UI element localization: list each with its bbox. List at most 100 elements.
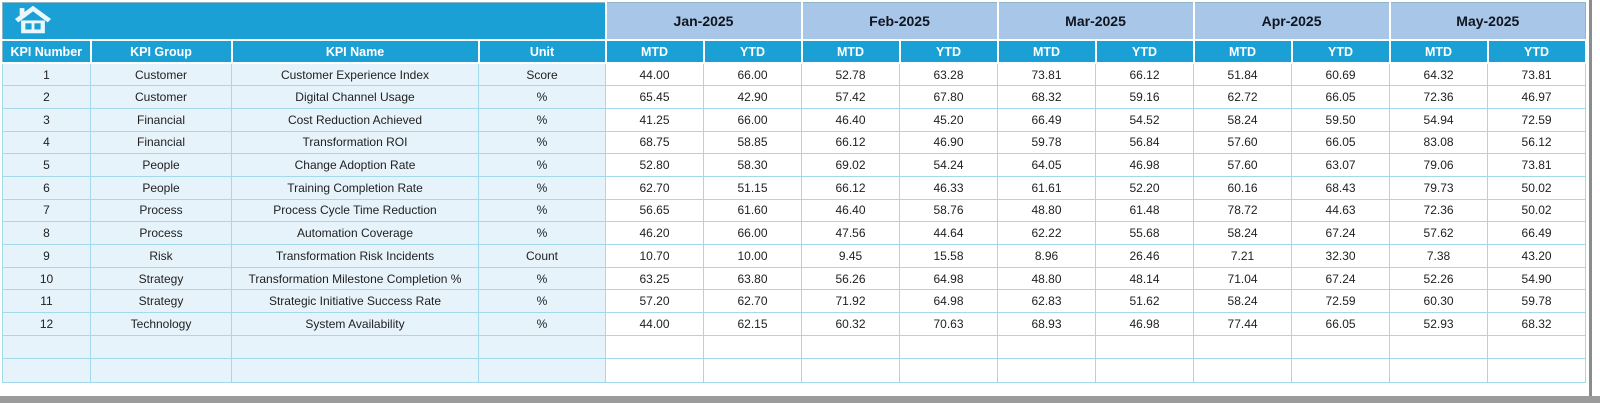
value-cell[interactable]: 57.62 [1389, 221, 1489, 245]
kpi-number-cell[interactable]: 2 [2, 85, 91, 109]
empty-value-cell[interactable] [997, 334, 1097, 360]
value-cell[interactable]: 9.45 [801, 244, 900, 268]
value-cell[interactable]: 71.04 [1193, 266, 1293, 291]
value-cell[interactable]: 72.36 [1389, 198, 1489, 223]
value-cell[interactable]: 58.24 [1193, 107, 1293, 132]
value-cell[interactable]: 66.05 [1291, 85, 1391, 109]
value-cell[interactable]: 46.40 [801, 198, 900, 223]
empty-value-cell[interactable] [1389, 358, 1489, 383]
empty-value-cell[interactable] [898, 334, 999, 360]
empty-value-cell[interactable] [703, 358, 802, 383]
empty-left-cell[interactable] [90, 334, 232, 360]
unit-cell[interactable]: % [478, 289, 606, 314]
value-cell[interactable]: 54.94 [1389, 107, 1489, 132]
value-cell[interactable]: 60.32 [801, 312, 900, 336]
empty-value-cell[interactable] [605, 334, 704, 360]
kpi-name-cell[interactable]: Training Completion Rate [231, 175, 479, 200]
kpi-number-cell[interactable]: 4 [2, 130, 91, 155]
empty-value-cell[interactable] [1193, 358, 1293, 383]
value-cell[interactable]: 62.72 [1193, 85, 1293, 109]
value-cell[interactable]: 64.32 [1389, 62, 1489, 87]
value-cell[interactable]: 56.65 [605, 198, 704, 223]
kpi-group-cell[interactable]: Risk [90, 244, 232, 268]
unit-cell[interactable]: Count [478, 244, 606, 268]
unit-cell[interactable]: % [478, 312, 606, 336]
value-cell[interactable]: 61.48 [1095, 198, 1195, 223]
empty-value-cell[interactable] [703, 334, 802, 360]
value-cell[interactable]: 44.64 [898, 221, 999, 245]
value-cell[interactable]: 79.73 [1389, 175, 1489, 200]
value-cell[interactable]: 57.60 [1193, 130, 1293, 155]
value-cell[interactable]: 68.75 [605, 130, 704, 155]
unit-cell[interactable]: Score [478, 62, 606, 87]
value-cell[interactable]: 15.58 [898, 244, 999, 268]
value-cell[interactable]: 56.26 [801, 266, 900, 291]
unit-cell[interactable]: % [478, 153, 606, 177]
value-cell[interactable]: 78.72 [1193, 198, 1293, 223]
value-cell[interactable]: 62.15 [703, 312, 802, 336]
value-cell[interactable]: 55.68 [1095, 221, 1195, 245]
kpi-number-cell[interactable]: 12 [2, 312, 91, 336]
kpi-name-cell[interactable]: System Availability [231, 312, 479, 336]
value-cell[interactable]: 61.61 [997, 175, 1097, 200]
value-cell[interactable]: 59.50 [1291, 107, 1391, 132]
value-cell[interactable]: 46.20 [605, 221, 704, 245]
value-cell[interactable]: 52.26 [1389, 266, 1489, 291]
value-cell[interactable]: 59.78 [1487, 289, 1587, 314]
kpi-number-cell[interactable]: 5 [2, 153, 91, 177]
value-cell[interactable]: 10.70 [605, 244, 704, 268]
value-cell[interactable]: 66.49 [997, 107, 1097, 132]
value-cell[interactable]: 46.40 [801, 107, 900, 132]
unit-cell[interactable]: % [478, 107, 606, 132]
value-cell[interactable]: 47.56 [801, 221, 900, 245]
empty-value-cell[interactable] [1487, 334, 1587, 360]
value-cell[interactable]: 8.96 [997, 244, 1097, 268]
kpi-group-cell[interactable]: Technology [90, 312, 232, 336]
value-cell[interactable]: 44.00 [605, 62, 704, 87]
value-cell[interactable]: 45.20 [898, 107, 999, 132]
kpi-name-cell[interactable]: Customer Experience Index [231, 62, 479, 87]
value-cell[interactable]: 52.78 [801, 62, 900, 87]
value-cell[interactable]: 63.28 [898, 62, 999, 87]
value-cell[interactable]: 54.52 [1095, 107, 1195, 132]
value-cell[interactable]: 44.00 [605, 312, 704, 336]
value-cell[interactable]: 66.12 [801, 130, 900, 155]
value-cell[interactable]: 73.81 [1487, 62, 1587, 87]
value-cell[interactable]: 60.69 [1291, 62, 1391, 87]
kpi-number-cell[interactable]: 3 [2, 107, 91, 132]
kpi-group-cell[interactable]: Strategy [90, 266, 232, 291]
empty-left-cell[interactable] [478, 358, 606, 383]
value-cell[interactable]: 66.12 [801, 175, 900, 200]
value-cell[interactable]: 51.84 [1193, 62, 1293, 87]
unit-cell[interactable]: % [478, 221, 606, 245]
unit-cell[interactable]: % [478, 175, 606, 200]
value-cell[interactable]: 56.84 [1095, 130, 1195, 155]
value-cell[interactable]: 73.81 [997, 62, 1097, 87]
value-cell[interactable]: 41.25 [605, 107, 704, 132]
value-cell[interactable]: 56.12 [1487, 130, 1587, 155]
value-cell[interactable]: 46.33 [898, 175, 999, 200]
value-cell[interactable]: 65.45 [605, 85, 704, 109]
value-cell[interactable]: 69.02 [801, 153, 900, 177]
unit-cell[interactable]: % [478, 198, 606, 223]
kpi-number-cell[interactable]: 1 [2, 62, 91, 87]
value-cell[interactable]: 63.80 [703, 266, 802, 291]
kpi-name-cell[interactable]: Automation Coverage [231, 221, 479, 245]
value-cell[interactable]: 46.98 [1095, 312, 1195, 336]
value-cell[interactable]: 72.59 [1291, 289, 1391, 314]
empty-left-cell[interactable] [90, 358, 232, 383]
value-cell[interactable]: 48.14 [1095, 266, 1195, 291]
value-cell[interactable]: 54.24 [898, 153, 999, 177]
empty-left-cell[interactable] [231, 334, 479, 360]
empty-value-cell[interactable] [1291, 358, 1391, 383]
value-cell[interactable]: 79.06 [1389, 153, 1489, 177]
kpi-name-cell[interactable]: Transformation Milestone Completion % [231, 266, 479, 291]
value-cell[interactable]: 64.98 [898, 289, 999, 314]
value-cell[interactable]: 51.15 [703, 175, 802, 200]
value-cell[interactable]: 66.49 [1487, 221, 1587, 245]
value-cell[interactable]: 58.30 [703, 153, 802, 177]
kpi-number-cell[interactable]: 8 [2, 221, 91, 245]
empty-value-cell[interactable] [801, 334, 900, 360]
kpi-group-cell[interactable]: People [90, 153, 232, 177]
kpi-name-cell[interactable]: Process Cycle Time Reduction [231, 198, 479, 223]
